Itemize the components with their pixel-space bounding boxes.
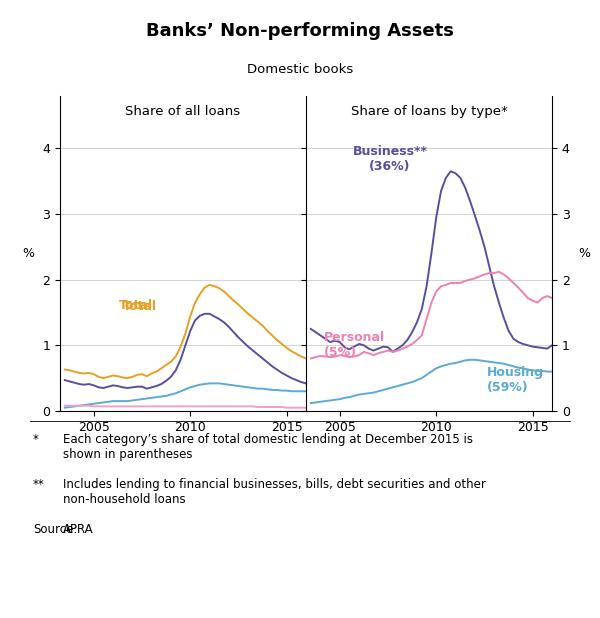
- Text: Total: Total: [119, 299, 153, 312]
- Text: Source:: Source:: [33, 523, 77, 536]
- Text: Banks’ Non-performing Assets: Banks’ Non-performing Assets: [146, 22, 454, 40]
- Text: Includes lending to financial businesses, bills, debt securities and other
non-h: Includes lending to financial businesses…: [63, 478, 486, 506]
- Text: Domestic books: Domestic books: [247, 63, 353, 76]
- Text: **: **: [33, 478, 45, 491]
- Text: Each category’s share of total domestic lending at December 2015 is
shown in par: Each category’s share of total domestic …: [63, 433, 473, 460]
- Y-axis label: %: %: [578, 247, 590, 260]
- Text: Share of loans by type*: Share of loans by type*: [350, 105, 508, 118]
- Text: Personal
(5%): Personal (5%): [325, 331, 385, 359]
- Text: Total: Total: [123, 300, 157, 313]
- Text: Business**
(36%): Business** (36%): [352, 145, 427, 173]
- Text: Housing
(59%): Housing (59%): [487, 366, 544, 394]
- Text: Share of all loans: Share of all loans: [125, 105, 241, 118]
- Y-axis label: %: %: [22, 247, 34, 260]
- Text: *: *: [33, 433, 39, 446]
- Text: APRA: APRA: [63, 523, 94, 536]
